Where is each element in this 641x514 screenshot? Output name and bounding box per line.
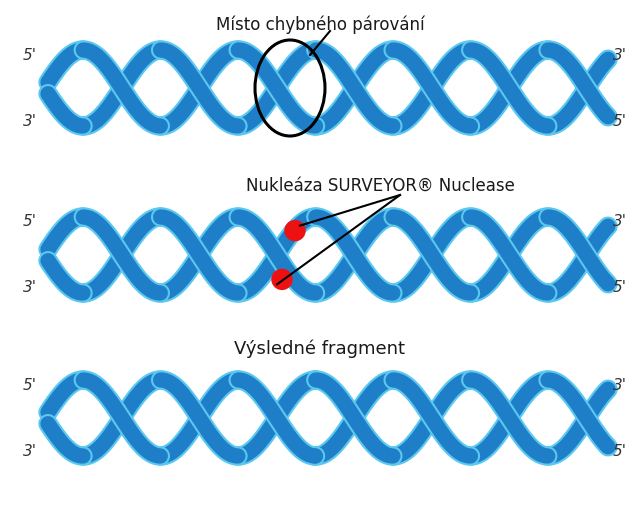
Text: 3': 3' [613, 47, 627, 63]
Text: 5': 5' [23, 377, 37, 393]
Text: 3': 3' [23, 281, 37, 296]
Text: 5': 5' [23, 47, 37, 63]
Text: 3': 3' [613, 214, 627, 229]
Text: 3': 3' [23, 114, 37, 128]
Text: 5': 5' [23, 214, 37, 229]
Circle shape [285, 221, 305, 241]
Text: 5': 5' [613, 114, 627, 128]
Text: 5': 5' [613, 444, 627, 458]
Text: Výsledné fragment: Výsledné fragment [235, 340, 406, 358]
Text: 3': 3' [613, 377, 627, 393]
Circle shape [272, 269, 292, 289]
Text: 5': 5' [613, 281, 627, 296]
Text: Nukleáza SURVEYOR® Nuclease: Nukleáza SURVEYOR® Nuclease [246, 177, 515, 195]
Text: Místo chybného párování: Místo chybného párování [215, 15, 424, 33]
Text: 3': 3' [23, 444, 37, 458]
